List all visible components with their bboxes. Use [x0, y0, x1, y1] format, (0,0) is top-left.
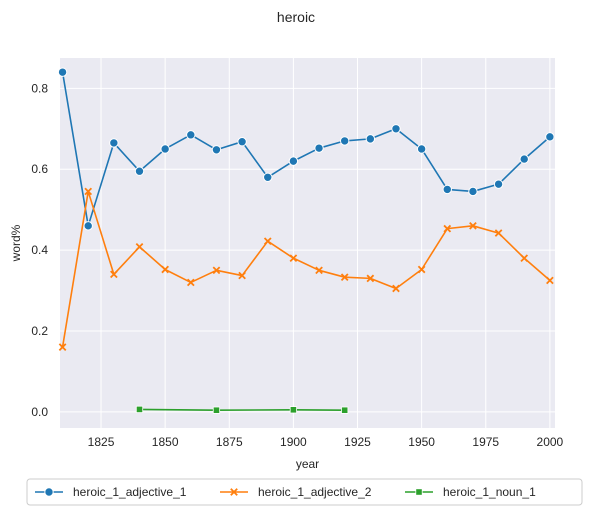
data-point [57, 67, 68, 77]
series-heroic_1_adjective_1 [57, 67, 555, 231]
legend-item: heroic_1_noun_1 [405, 485, 536, 499]
data-point [493, 179, 504, 189]
y-tick-label: 0.4 [31, 243, 48, 257]
data-point [161, 265, 169, 274]
data-point [58, 343, 67, 351]
legend-item: heroic_1_adjective_2 [220, 485, 372, 499]
legend-frame [26, 478, 583, 506]
data-point [212, 266, 221, 275]
data-point [186, 130, 196, 140]
legend-item: heroic_1_adjective_1 [35, 485, 187, 499]
y-tick-label: 0.6 [31, 162, 48, 176]
data-point [289, 254, 298, 263]
chart-title: heroic [277, 9, 315, 25]
series-line [61, 190, 551, 348]
legend-marker [230, 488, 238, 496]
data-point [212, 406, 221, 414]
y-axis-ticks: 0.0 0.2 0.4 0.6 0.8 [31, 81, 48, 418]
legend-label: heroic_1_adjective_2 [258, 485, 372, 499]
data-point [468, 186, 478, 197]
data-point [545, 132, 555, 142]
data-point [186, 278, 195, 287]
x-tick-label: 1825 [88, 435, 115, 449]
x-tick-label: 1900 [280, 435, 307, 449]
legend-label: heroic_1_adjective_1 [73, 485, 187, 499]
data-point [391, 124, 401, 134]
x-tick-label: 1925 [344, 435, 371, 449]
legend: heroic_1_adjective_1 heroic_1_adjective_2… [26, 478, 583, 506]
data-point [83, 221, 93, 231]
data-point [443, 224, 452, 233]
data-point [237, 137, 247, 147]
data-point [340, 273, 349, 282]
series-group [57, 67, 555, 414]
data-point [238, 271, 246, 280]
data-point [84, 187, 93, 196]
x-axis-label: year [296, 457, 319, 471]
data-point [211, 145, 222, 155]
series-line [139, 408, 345, 412]
data-point [110, 270, 118, 279]
data-point [442, 184, 452, 195]
x-tick-label: 1850 [152, 435, 179, 449]
data-point [160, 144, 170, 154]
data-point [519, 154, 529, 164]
data-point [135, 243, 144, 251]
legend-label: heroic_1_noun_1 [443, 485, 536, 499]
y-tick-label: 0.2 [31, 324, 48, 338]
series-heroic_1_noun_1 [135, 405, 349, 414]
data-point [546, 276, 554, 285]
data-point [366, 274, 375, 283]
data-point [314, 143, 324, 153]
legend-marker [415, 488, 423, 496]
data-point [109, 138, 119, 148]
data-point [341, 406, 349, 414]
data-point [339, 136, 350, 146]
series-heroic_1_adjective_2 [58, 187, 554, 351]
y-tick-label: 0.8 [31, 81, 48, 95]
data-point [392, 284, 400, 293]
x-tick-label: 1975 [472, 435, 499, 449]
x-tick-label: 2000 [537, 435, 564, 449]
x-tick-label: 1950 [408, 435, 435, 449]
data-point [520, 254, 529, 263]
y-axis-label: word% [9, 224, 23, 262]
data-point [365, 134, 376, 144]
data-point [135, 405, 144, 413]
data-point [263, 172, 273, 182]
data-point [469, 221, 477, 230]
data-point [315, 266, 323, 275]
x-tick-label: 1875 [216, 435, 243, 449]
data-point [494, 229, 503, 237]
plot-area [60, 58, 555, 428]
y-tick-label: 0.0 [31, 405, 48, 419]
data-point [417, 265, 426, 274]
x-axis-ticks: 1825 1850 1875 1900 1925 1950 1975 2000 [88, 435, 564, 449]
data-point [416, 144, 427, 154]
data-point [288, 156, 299, 166]
data-point [263, 237, 272, 246]
legend-marker [44, 487, 54, 497]
data-point [289, 406, 297, 414]
data-point [134, 166, 145, 176]
